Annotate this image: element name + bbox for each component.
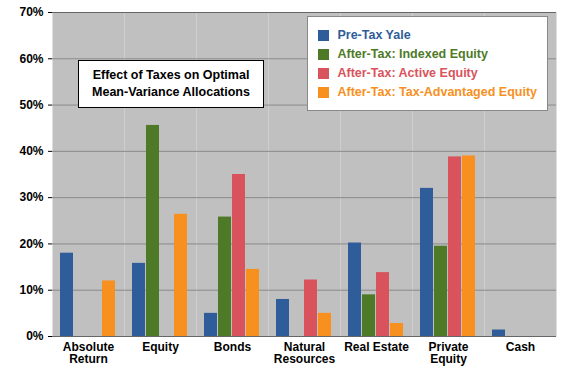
- svg-text:NaturalResources: NaturalResources: [274, 340, 336, 366]
- svg-text:Real Estate: Real Estate: [344, 340, 409, 354]
- svg-text:10%: 10%: [19, 283, 43, 297]
- svg-text:Bonds: Bonds: [214, 340, 252, 354]
- html-text:After-Tax: Indexed Equity: After-Tax: Indexed Equity: [337, 47, 488, 61]
- svg-text:20%: 20%: [19, 237, 43, 251]
- html-text:Pre-Tax Yale: Pre-Tax Yale: [337, 28, 411, 42]
- html-text:After-Tax: Tax-Advantaged Equi: After-Tax: Tax-Advantaged Equity: [337, 85, 537, 99]
- svg-text:60%: 60%: [19, 52, 43, 66]
- html-text:Effect of Taxes on Optimal Mea: Effect of Taxes on Optimal Mean-Variance…: [92, 68, 250, 99]
- svg-text:40%: 40%: [19, 144, 43, 158]
- svg-text:Cash: Cash: [506, 340, 535, 354]
- svg-text:70%: 70%: [19, 5, 43, 19]
- svg-text:PrivateEquity: PrivateEquity: [428, 340, 468, 366]
- svg-text:30%: 30%: [19, 190, 43, 204]
- svg-text:0%: 0%: [26, 329, 44, 343]
- svg-text:Equity: Equity: [142, 340, 179, 354]
- svg-text:50%: 50%: [19, 98, 43, 112]
- svg-text:AbsoluteReturn: AbsoluteReturn: [63, 340, 115, 366]
- html-text:After-Tax: Active Equity: After-Tax: Active Equity: [337, 66, 478, 80]
